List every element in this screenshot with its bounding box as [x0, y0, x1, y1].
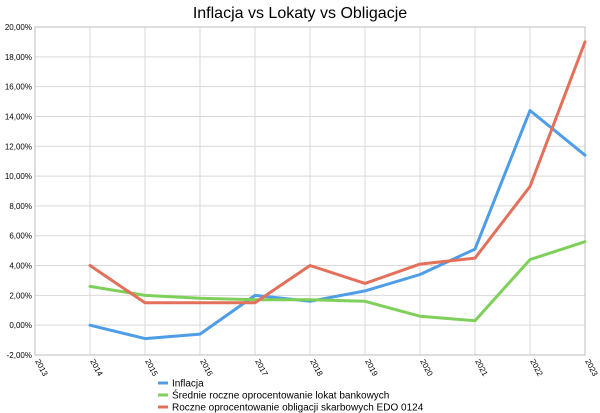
x-tick-label: 2020	[418, 358, 435, 378]
x-tick-label: 2021	[473, 358, 490, 378]
x-tick-label: 2023	[583, 358, 600, 378]
series-line	[88, 40, 587, 305]
y-tick-label: 8,00%	[9, 202, 32, 211]
y-tick-label: 14,00%	[5, 112, 32, 121]
y-tick-label: 12,00%	[5, 142, 32, 151]
y-tick-label: 0,00%	[9, 321, 32, 330]
y-tick-label: 6,00%	[9, 232, 32, 241]
x-axis-tick-labels: 2013 2014 2015 2016 2017 2018 2019 2020 2021 2022…	[33, 358, 600, 378]
y-tick-label: 4,00%	[9, 262, 32, 271]
x-tick-label: 2013	[33, 358, 50, 378]
y-tick-label: 10,00%	[5, 172, 32, 181]
x-tick-label: 2014	[88, 358, 105, 378]
x-tick-label: 2016	[198, 358, 215, 378]
y-tick-label: 16,00%	[5, 83, 32, 92]
series-line	[88, 240, 587, 323]
y-tick-label: -2,00%	[7, 351, 32, 360]
x-tick-label: 2017	[253, 358, 270, 378]
grid	[34, 26, 586, 356]
x-tick-label: 2019	[363, 358, 380, 378]
chart-title: Inflacja vs Lokaty vs Obligacje	[193, 5, 407, 22]
y-tick-label: 18,00%	[5, 53, 32, 62]
y-axis-tick-labels: -2,00% 0,00% 2,00% 4,00% 6,00% 8,00% 10,00% 12,…	[5, 23, 32, 360]
x-tick-label: 2015	[143, 358, 160, 378]
y-tick-label: 2,00%	[9, 291, 32, 300]
plot-frame	[34, 26, 586, 356]
y-tick-label: 20,00%	[5, 23, 32, 32]
x-tick-label: 2018	[308, 358, 325, 378]
x-tick-label: 2022	[528, 358, 545, 378]
legend-label: Roczne oprocentowanie obligacji skarbowy…	[172, 403, 424, 413]
legend-label: Inflacja	[172, 379, 204, 390]
legend-label: Średnie roczne oprocentowanie lokat bank…	[172, 389, 389, 402]
series-lines	[88, 40, 587, 341]
series-line	[88, 109, 587, 341]
